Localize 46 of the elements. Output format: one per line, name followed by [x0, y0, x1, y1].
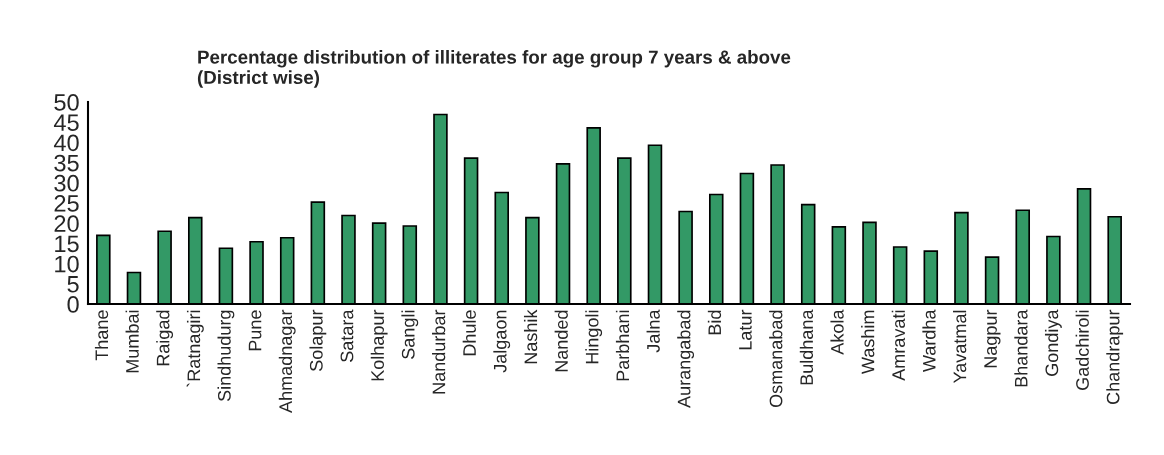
x-tick-label: Nagpur: [984, 309, 1001, 368]
x-tick-label: Gadchiroli: [1075, 310, 1089, 390]
x-tick-label: Thane: [94, 310, 109, 361]
x-tick-label: Kolhapur: [370, 309, 388, 381]
x-tick-label: Sindhudurg: [217, 310, 235, 402]
x-tick-label: Osmanabad: [769, 310, 783, 408]
x-tick-label: Ahmadnagar: [278, 309, 296, 413]
x-tick-label: Raigad: [156, 310, 174, 366]
y-tick-label: 5: [67, 276, 79, 293]
x-tick-label: Nanded: [554, 310, 568, 372]
x-tick-label: Nashik: [523, 309, 538, 364]
y-tick-label: 0: [67, 296, 79, 313]
y-tick-label: 25: [54, 195, 79, 212]
x-tick-label: Yavatmal: [953, 310, 967, 384]
y-tick-label: 15: [55, 235, 79, 253]
x-tick-label: Akola: [830, 309, 844, 355]
x-tick-label: Nandurbar: [432, 309, 446, 394]
x-tick-label: Pune: [248, 310, 262, 351]
x-tick-label: Mumbai: [125, 310, 139, 373]
x-tick-label: Jalgaon: [493, 310, 511, 373]
x-tick-label: Parbhani: [615, 310, 630, 381]
x-tick-label: Sangli: [401, 310, 419, 359]
y-tick-label: 45: [53, 114, 79, 131]
y-tick-label: 30: [54, 174, 79, 192]
chart-title: Percentage distribution of illiterates for age group 7 years & above (District wise): [197, 50, 791, 88]
y-tick-label: 10: [55, 255, 79, 273]
y-tick-label: 50: [54, 94, 79, 111]
x-tick-label: Jalna: [646, 309, 660, 353]
x-tick-label: Latur: [739, 309, 752, 350]
x-tick-label: Chandrapur: [1106, 309, 1124, 404]
y-tick-label: 40: [53, 134, 79, 152]
x-tick-label: Hingoli: [585, 310, 603, 364]
y-tick-label: 35: [54, 154, 79, 172]
x-tick-label: `Ratnagiri: [186, 310, 204, 387]
y-tick-label: 20: [54, 215, 79, 232]
x-tick-label: Dhule: [462, 310, 476, 356]
x-tick-label: Gondiya: [1044, 309, 1062, 376]
x-tick-label: Buldhana: [799, 309, 814, 385]
x-tick-label: Bid: [707, 310, 722, 335]
x-tick-label: Bhandara: [1014, 309, 1028, 387]
x-tick-label: Wardha: [922, 309, 936, 373]
x-tick-label: Aurangabad: [677, 310, 695, 408]
x-tick-label: Amravati: [891, 310, 905, 381]
x-tick-label: Satara: [340, 309, 354, 362]
x-tick-label: Washim: [861, 310, 875, 374]
x-tick-label: Solapur: [309, 309, 327, 371]
